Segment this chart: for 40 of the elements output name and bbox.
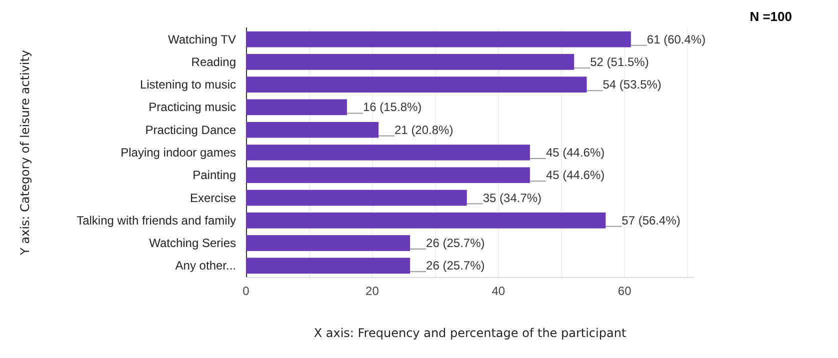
data-label: 35 (34.7%)	[482, 190, 542, 205]
y-tick-label: Reading	[191, 54, 236, 69]
data-label: 45 (44.6%)	[546, 168, 605, 182]
bar	[246, 190, 467, 206]
y-tick-label: Talking with friends and family	[76, 213, 236, 228]
x-tick-label: 20	[366, 284, 380, 298]
data-label: 61 (60.4%)	[646, 32, 706, 46]
bar	[246, 99, 347, 116]
y-tick-label: Practicing music	[148, 100, 236, 114]
x-axis-title: X axis: Frequency and percentage of the participant	[314, 326, 626, 340]
bar	[246, 31, 631, 48]
bar	[246, 76, 587, 93]
y-tick-label: Playing indoor games	[120, 146, 236, 160]
data-label: 21 (20.8%)	[394, 122, 454, 137]
y-tick-label: Watching TV	[168, 32, 236, 46]
x-tick-label: 40	[492, 284, 506, 298]
y-tick-label: Painting	[192, 168, 236, 182]
y-tick-label: Exercise	[190, 190, 236, 205]
bar	[246, 167, 530, 184]
text: N =100	[750, 9, 792, 24]
data-label: 26 (25.7%)	[426, 236, 485, 250]
data-label: 16 (15.8%)	[362, 100, 422, 114]
data-label: 45 (44.6%)	[546, 146, 605, 160]
x-tick-label: 60	[618, 284, 632, 298]
bar	[246, 235, 410, 251]
x-tick-label: 0	[242, 284, 250, 298]
data-label: 57 (56.4%)	[622, 213, 680, 228]
data-label: 26 (25.7%)	[426, 258, 485, 273]
y-axis-title: Y axis: Category of leisure activity	[18, 50, 32, 256]
bar	[246, 258, 410, 274]
data-label: 54 (53.5%)	[602, 78, 662, 92]
y-tick-label: Practicing Dance	[145, 122, 236, 137]
bar	[246, 54, 574, 70]
y-tick-label: Listening to music	[140, 78, 236, 92]
bar	[246, 122, 379, 138]
bar	[246, 212, 606, 228]
bar	[246, 144, 530, 160]
data-label: 52 (51.5%)	[590, 54, 649, 69]
y-tick-label: Any other...	[175, 258, 236, 273]
y-tick-label: Watching Series	[149, 236, 236, 250]
